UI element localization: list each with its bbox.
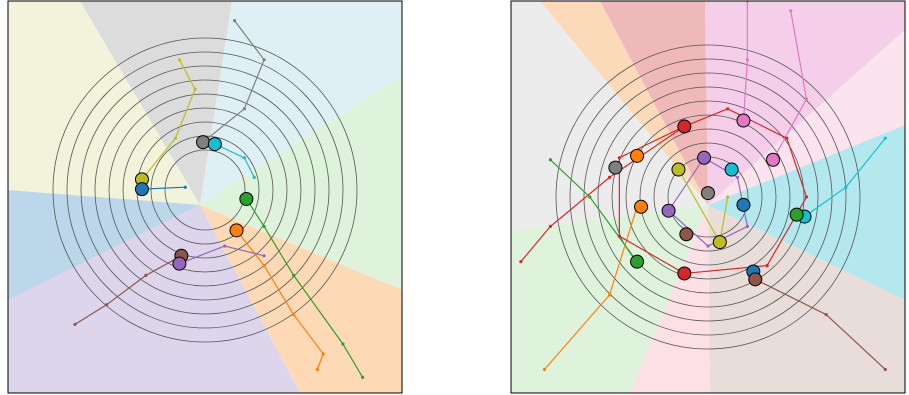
marker — [207, 137, 222, 152]
marker — [677, 266, 692, 281]
walk-point — [607, 293, 612, 297]
marker — [679, 227, 694, 242]
walk-point — [765, 264, 769, 268]
ring — [94, 79, 316, 301]
ring — [569, 58, 847, 336]
walk-point — [824, 313, 828, 317]
ring — [639, 128, 777, 266]
walk-line — [520, 125, 685, 263]
walk-point — [785, 136, 789, 140]
walk-point — [548, 158, 553, 162]
marks — [73, 1, 887, 379]
walk-point — [73, 322, 77, 326]
marker — [196, 135, 211, 150]
walk-point — [804, 195, 809, 199]
marker — [697, 150, 712, 165]
walk-point — [706, 244, 710, 248]
walk-point — [607, 175, 612, 179]
walk-point — [883, 367, 887, 372]
walk-point — [177, 58, 181, 62]
marker — [724, 162, 739, 177]
marker — [736, 113, 751, 128]
ring — [164, 149, 246, 231]
marker — [630, 254, 645, 269]
walk-point — [262, 264, 266, 268]
walk-point — [542, 367, 547, 372]
marker — [630, 148, 645, 163]
walk-point — [617, 234, 621, 238]
marker — [608, 160, 623, 175]
walk-point — [361, 375, 365, 379]
right-sectors — [511, 1, 905, 393]
marker — [229, 223, 244, 238]
walk-line — [74, 255, 182, 325]
walk-point — [735, 175, 740, 179]
marker — [789, 207, 804, 222]
walk-point — [262, 224, 266, 228]
marker — [712, 235, 727, 250]
right-frame — [510, 0, 906, 394]
walk-line — [141, 59, 196, 180]
rings — [52, 37, 861, 350]
marker — [701, 186, 715, 201]
ring — [66, 51, 344, 329]
walk-point — [804, 97, 809, 101]
walk-point — [883, 136, 887, 140]
panel — [73, 19, 365, 379]
marker — [677, 119, 692, 134]
walk-point — [252, 175, 256, 179]
walk-point — [588, 195, 592, 199]
walk-point — [844, 185, 848, 189]
ring — [52, 37, 358, 343]
ring — [555, 44, 861, 350]
walk-point — [262, 58, 266, 62]
panel — [519, 1, 887, 372]
walk-point — [292, 313, 296, 317]
ring — [625, 114, 791, 280]
walk-point — [193, 87, 197, 91]
walk-point — [292, 273, 296, 277]
walk-point — [173, 136, 178, 140]
walk-point — [726, 107, 730, 111]
walk-point — [617, 156, 621, 160]
ring — [597, 86, 819, 308]
walk-point — [548, 224, 553, 228]
walk-point — [262, 254, 266, 258]
walk-point — [104, 303, 109, 307]
walk-point — [519, 260, 523, 264]
walk-point — [183, 185, 187, 189]
walk-point — [789, 9, 793, 13]
walk-point — [223, 244, 227, 248]
marker — [661, 203, 676, 218]
walk-point — [321, 352, 325, 356]
marker — [239, 191, 254, 206]
marker — [748, 272, 763, 287]
walk-point — [726, 195, 730, 199]
marker — [736, 197, 751, 212]
marker — [172, 256, 187, 271]
walk-point — [745, 224, 750, 228]
ring — [653, 142, 763, 252]
walk-point — [341, 342, 345, 346]
marker — [634, 199, 649, 214]
walk-line — [202, 20, 265, 143]
walk-point — [144, 273, 148, 277]
ring — [108, 93, 302, 287]
ring — [611, 100, 805, 294]
walk-line — [141, 186, 186, 190]
walk-point — [242, 156, 246, 160]
left-frame — [7, 0, 403, 394]
marker — [766, 152, 781, 167]
walk-point — [242, 107, 246, 111]
walk-point — [315, 367, 319, 372]
walk-point — [745, 58, 750, 62]
walk-point — [232, 19, 237, 23]
ring — [80, 65, 330, 315]
ring — [122, 107, 288, 273]
marker — [671, 162, 686, 177]
marker — [134, 182, 149, 197]
